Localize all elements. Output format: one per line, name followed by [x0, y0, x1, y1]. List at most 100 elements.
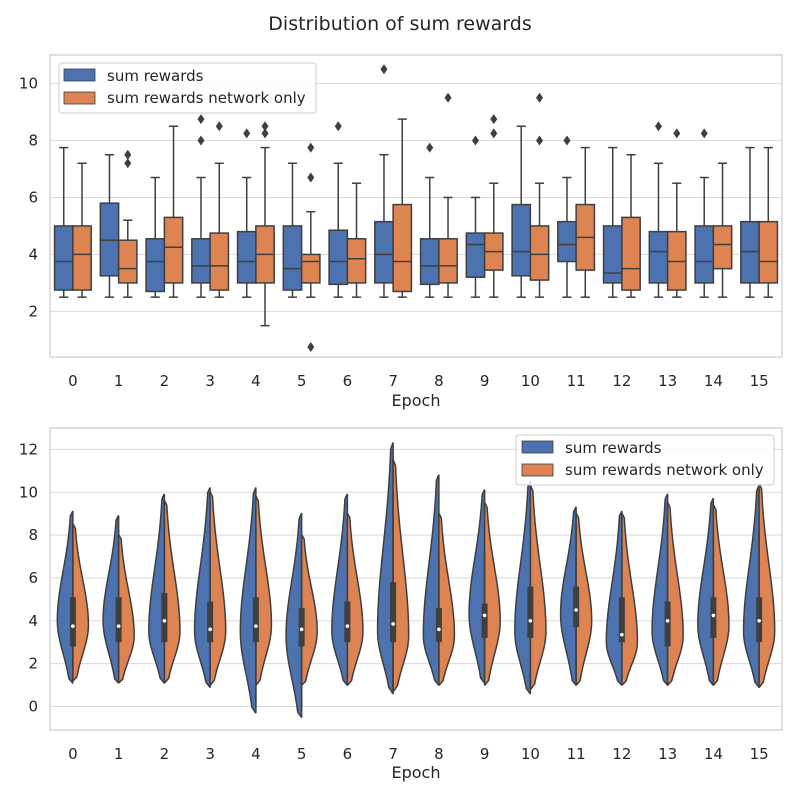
- violin-iqr-bar: [390, 582, 397, 643]
- violin-iqr-bar: [527, 586, 534, 638]
- violin-median-dot: [345, 624, 350, 628]
- box-outlier: [380, 64, 388, 75]
- x-tick-label: 9: [480, 372, 490, 390]
- x-tick-label: 3: [205, 372, 215, 390]
- violin-half: [392, 459, 410, 693]
- violin-half: [117, 534, 135, 684]
- violin-median-dot: [116, 624, 121, 628]
- box-outlier: [334, 121, 342, 132]
- x-tick-label: 6: [343, 745, 353, 763]
- box-iqr: [529, 225, 550, 281]
- violin-half: [483, 502, 501, 686]
- box-outlier: [536, 92, 544, 103]
- box-iqr: [163, 216, 184, 284]
- y-tick-label: 2: [28, 655, 38, 673]
- box-iqr: [694, 225, 715, 284]
- box-legend-label-network-only: sum rewards network only: [107, 89, 306, 107]
- x-tick-label: 8: [434, 745, 444, 763]
- x-tick-label: 10: [521, 372, 540, 390]
- violin-iqr-bar: [710, 597, 717, 638]
- box-iqr: [209, 232, 230, 291]
- y-tick-label: 4: [28, 612, 38, 630]
- box-x-ticks: 0 1 2 3 4 5 6 7 8 9 10 11 12 13 14 15: [68, 372, 769, 390]
- x-tick-label: 15: [750, 745, 769, 763]
- violin-half: [422, 474, 440, 686]
- violin-iqr-bar: [481, 603, 488, 638]
- box-outlier: [700, 128, 708, 139]
- violin-half: [438, 512, 456, 686]
- violin-half: [742, 485, 760, 688]
- box-iqr: [758, 220, 779, 284]
- box-outlier: [261, 121, 269, 132]
- violin-legend-label-network-only: sum rewards network only: [565, 461, 764, 479]
- violin-half: [697, 497, 715, 686]
- box-outlier: [307, 172, 315, 183]
- box-iqr: [419, 238, 440, 286]
- box-outlier: [307, 342, 315, 353]
- x-tick-label: 8: [434, 372, 444, 390]
- box-iqr: [300, 253, 321, 284]
- violin-legend-swatch-network-only: [521, 463, 554, 477]
- box-outlier: [307, 142, 315, 153]
- x-tick-label: 9: [480, 745, 490, 763]
- box-y-ticks: 2 4 6 8 10: [19, 74, 38, 320]
- violin-plot-frame: [49, 427, 783, 731]
- violin-half: [102, 515, 120, 684]
- y-tick-label: 10: [19, 74, 38, 92]
- x-tick-label: 2: [160, 372, 170, 390]
- box-outlier: [243, 128, 251, 139]
- box-iqr: [602, 225, 623, 284]
- x-tick-label: 7: [388, 745, 398, 763]
- box-legend-swatch-sum-rewards: [63, 68, 96, 82]
- y-tick-label: 2: [28, 302, 38, 320]
- violin-median-dot: [254, 624, 258, 628]
- violin-iqr-bar: [573, 586, 580, 628]
- y-tick-label: 12: [19, 440, 38, 458]
- box-iqr: [328, 229, 349, 286]
- box-legend: sum rewards sum rewards network only: [58, 62, 317, 114]
- violin-x-ticks: 0 1 2 3 4 5 6 7 8 9 10 11 12 13 14 15: [68, 745, 769, 763]
- violin-half: [163, 500, 181, 684]
- box-iqr: [374, 220, 394, 284]
- x-tick-label: 13: [658, 745, 677, 763]
- box-iqr: [511, 203, 532, 277]
- box-outlier: [563, 135, 571, 146]
- violin-legend: sum rewards sum rewards network only: [515, 434, 775, 486]
- box-outlier: [654, 121, 662, 132]
- box-outlier: [197, 135, 205, 146]
- violin-half: [575, 512, 593, 686]
- box-outlier: [124, 149, 132, 160]
- violin-half: [666, 502, 684, 686]
- box-marks: [53, 64, 779, 353]
- box-iqr: [346, 238, 367, 284]
- violin-iqr-bar: [344, 601, 351, 643]
- box-plot-frame: [49, 54, 783, 358]
- box-iqr: [117, 239, 138, 284]
- violin-iqr-bar: [435, 607, 442, 643]
- violin-half: [72, 523, 90, 682]
- violin-median-dot: [71, 624, 75, 628]
- violin-median-dot: [620, 632, 624, 637]
- violin-x-axis-label: Epoch: [392, 763, 441, 782]
- y-tick-label: 8: [28, 131, 38, 149]
- x-tick-label: 0: [68, 745, 78, 763]
- violin-half: [209, 491, 227, 686]
- violin-half: [468, 489, 486, 684]
- violin-median-dot: [711, 613, 716, 618]
- violin-half: [346, 512, 364, 686]
- violin-legend-label-sum-rewards: sum rewards: [565, 439, 662, 457]
- box-iqr: [191, 238, 211, 284]
- x-tick-label: 3: [205, 745, 215, 763]
- box-outlier: [261, 128, 269, 139]
- box-iqr: [282, 225, 303, 291]
- violin-median-dot: [299, 627, 304, 632]
- box-iqr: [392, 203, 413, 293]
- violin-half: [621, 512, 639, 686]
- box-iqr: [438, 238, 458, 284]
- box-outlier: [490, 114, 498, 125]
- violin-median-dot: [162, 618, 167, 623]
- violin-median-dot: [574, 608, 578, 612]
- x-tick-label: 14: [704, 745, 723, 763]
- box-outlier: [426, 142, 434, 153]
- violin-median-dot: [391, 622, 395, 626]
